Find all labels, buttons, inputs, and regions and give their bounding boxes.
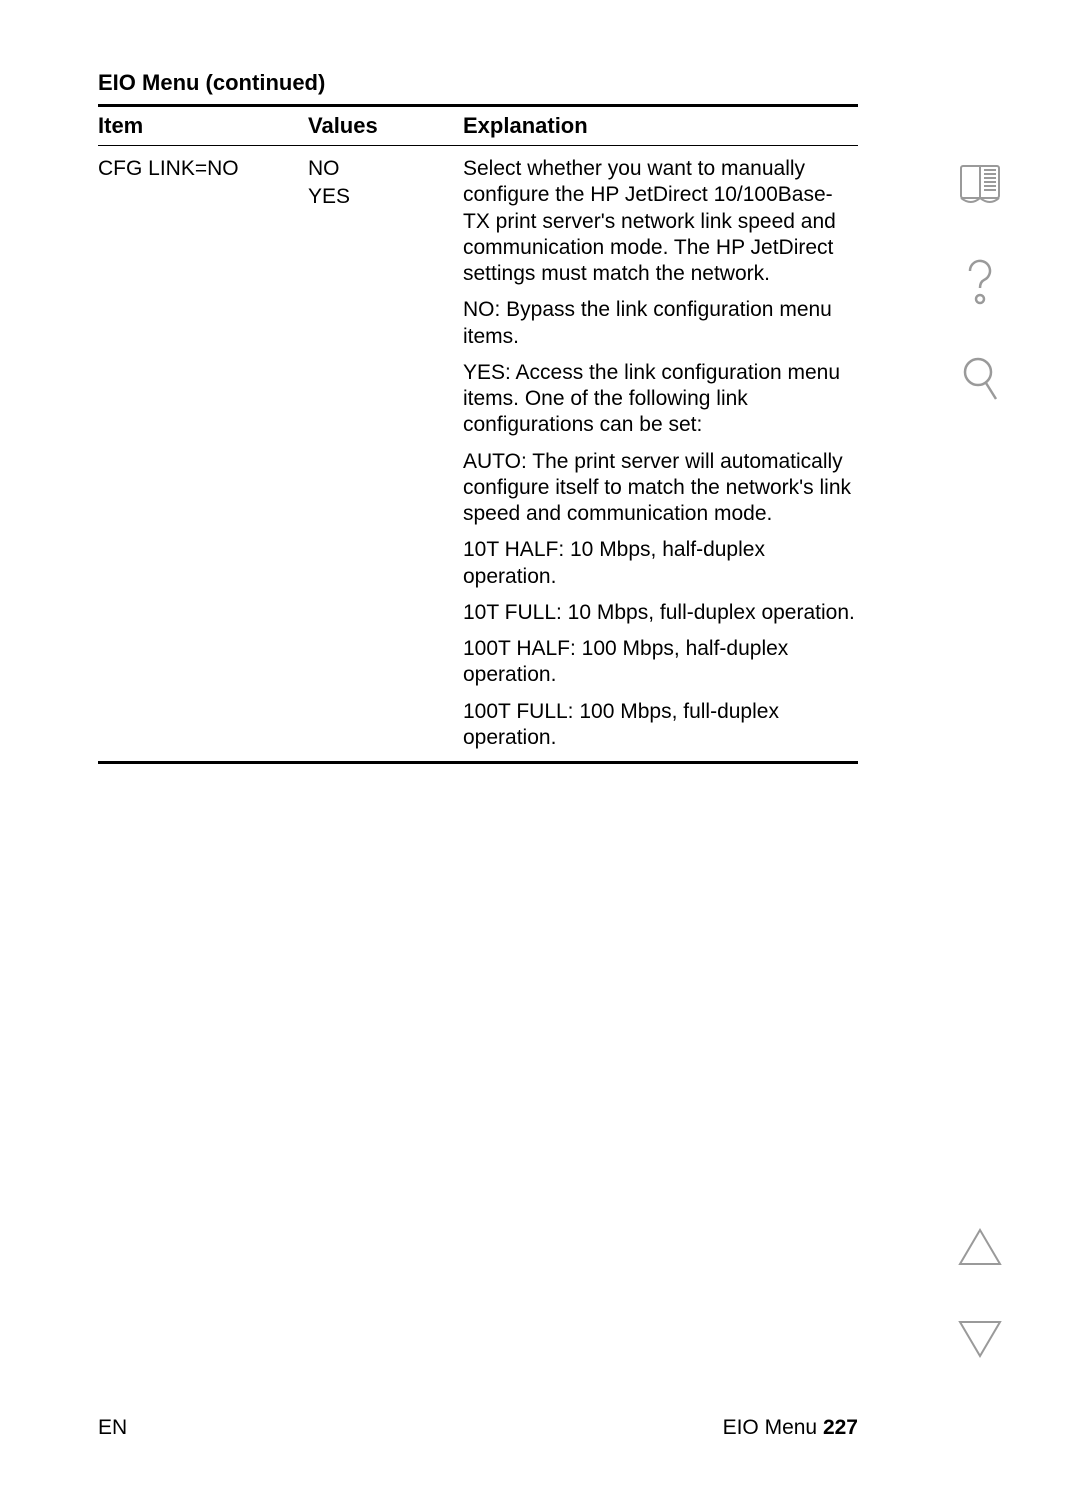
explanation-para: 100T HALF: 100 Mbps, half-duplex operati… <box>463 636 858 689</box>
question-icon[interactable] <box>958 257 1002 314</box>
header-values: Values <box>308 113 463 139</box>
explanation-lead: 10T HALF: <box>463 538 570 561</box>
content-area: EIO Menu (continued) Item Values Explana… <box>98 70 858 764</box>
side-icon-bar <box>950 160 1010 411</box>
footer-left: EN <box>98 1416 127 1440</box>
explanation-lead: AUTO: <box>463 450 532 473</box>
page: EIO Menu (continued) Item Values Explana… <box>0 0 1080 1495</box>
cell-values: NO YES <box>308 156 463 761</box>
explanation-para: 100T FULL: 100 Mbps, full-duplex operati… <box>463 699 858 752</box>
magnifier-icon[interactable] <box>958 354 1002 411</box>
cell-item: CFG LINK=NO <box>98 156 308 761</box>
explanation-para: YES: Access the link configuration menu … <box>463 360 858 439</box>
book-icon[interactable] <box>958 160 1002 217</box>
footer-section: EIO Menu <box>723 1416 818 1439</box>
table-title: EIO Menu (continued) <box>98 70 858 96</box>
down-triangle-icon[interactable] <box>956 1318 1004 1365</box>
explanation-para: Select whether you want to manually conf… <box>463 156 858 287</box>
page-footer: EN EIO Menu 227 <box>98 1416 858 1440</box>
explanation-para: 10T FULL: 10 Mbps, full-duplex operation… <box>463 600 858 626</box>
explanation-para: 10T HALF: 10 Mbps, half-duplex operation… <box>463 537 858 590</box>
header-explanation: Explanation <box>463 113 858 139</box>
explanation-lead: 100T FULL: <box>463 700 579 723</box>
explanation-lead: 10T FULL: <box>463 601 568 624</box>
cell-explanation: Select whether you want to manually conf… <box>463 156 858 761</box>
table-row: CFG LINK=NO NO YES Select whether you wa… <box>98 146 858 761</box>
explanation-lead: YES: <box>463 361 516 384</box>
table-header-row: Item Values Explanation <box>98 107 858 145</box>
explanation-lead: NO: <box>463 298 506 321</box>
up-triangle-icon[interactable] <box>956 1226 1004 1273</box>
explanation-text: Access the link configuration menu items… <box>463 361 840 437</box>
explanation-para: NO: Bypass the link configuration menu i… <box>463 297 858 350</box>
value-option: NO <box>308 156 463 182</box>
explanation-para: AUTO: The print server will automaticall… <box>463 449 858 528</box>
explanation-lead: 100T HALF: <box>463 637 582 660</box>
header-item: Item <box>98 113 308 139</box>
footer-right: EIO Menu 227 <box>723 1416 858 1440</box>
value-option: YES <box>308 184 463 210</box>
nav-icon-bar <box>950 1226 1010 1365</box>
bottom-rule <box>98 761 858 764</box>
explanation-text: Bypass the link configuration menu items… <box>463 298 832 347</box>
footer-page-number: 227 <box>823 1416 858 1439</box>
explanation-text: Select whether you want to manually conf… <box>463 157 836 285</box>
explanation-text: 10 Mbps, full-duplex operation. <box>568 601 855 624</box>
